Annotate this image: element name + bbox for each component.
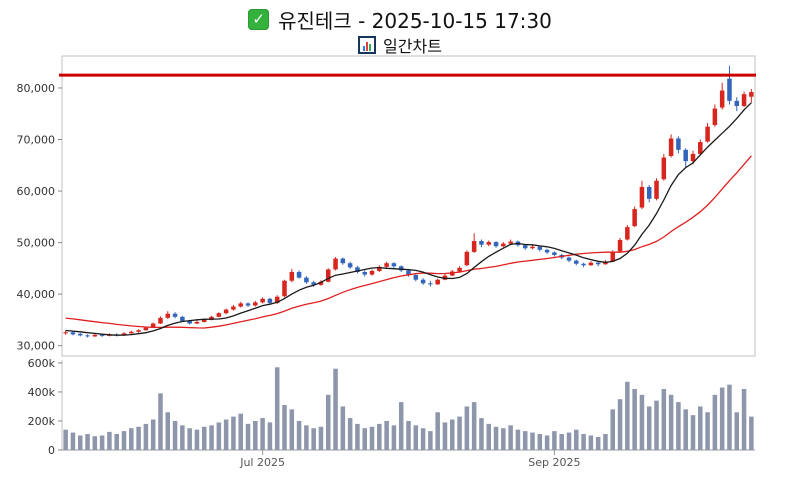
volume-tick-label: 400k <box>28 386 56 399</box>
candles <box>63 65 754 338</box>
time-tick-label: Jul 2025 <box>239 456 285 469</box>
price-tick-label: 40,000 <box>17 288 56 301</box>
volume-tick-label: 0 <box>48 444 55 457</box>
price-tick-label: 70,000 <box>17 134 56 147</box>
volume-bars <box>63 367 754 450</box>
chart-subtitle: 일간차트 <box>383 37 442 56</box>
price-tick-label: 80,000 <box>17 82 56 95</box>
volume-tick-label: 200k <box>28 415 56 428</box>
price-tick-label: 50,000 <box>17 237 56 250</box>
chart-subtitle-row: 일간차트 <box>0 35 800 56</box>
volume-tick-label: 600k <box>28 357 56 370</box>
ma-long-line <box>65 155 752 329</box>
candlestick-volume-chart: 30,000 40,000 50,000 60,000 70,000 80,000 0 200… <box>17 55 756 469</box>
price-tick-label: 60,000 <box>17 185 56 198</box>
ma-short-line <box>65 102 752 336</box>
chart-title: 유진테크 - 2025-10-15 17:30 <box>278 8 552 33</box>
chart-frame <box>61 55 756 451</box>
chart-title-row: ✓ 유진테크 - 2025-10-15 17:30 <box>0 0 800 33</box>
time-axis: Jul 2025 Sep 2025 <box>239 450 581 469</box>
green-checkbox-icon: ✓ <box>248 8 270 30</box>
price-axis: 30,000 40,000 50,000 60,000 70,000 80,000 <box>17 82 62 353</box>
price-tick-label: 30,000 <box>17 340 56 353</box>
bar-chart-icon <box>358 36 377 54</box>
volume-axis: 0 200k 400k 600k <box>28 357 62 457</box>
time-tick-label: Sep 2025 <box>528 456 580 469</box>
